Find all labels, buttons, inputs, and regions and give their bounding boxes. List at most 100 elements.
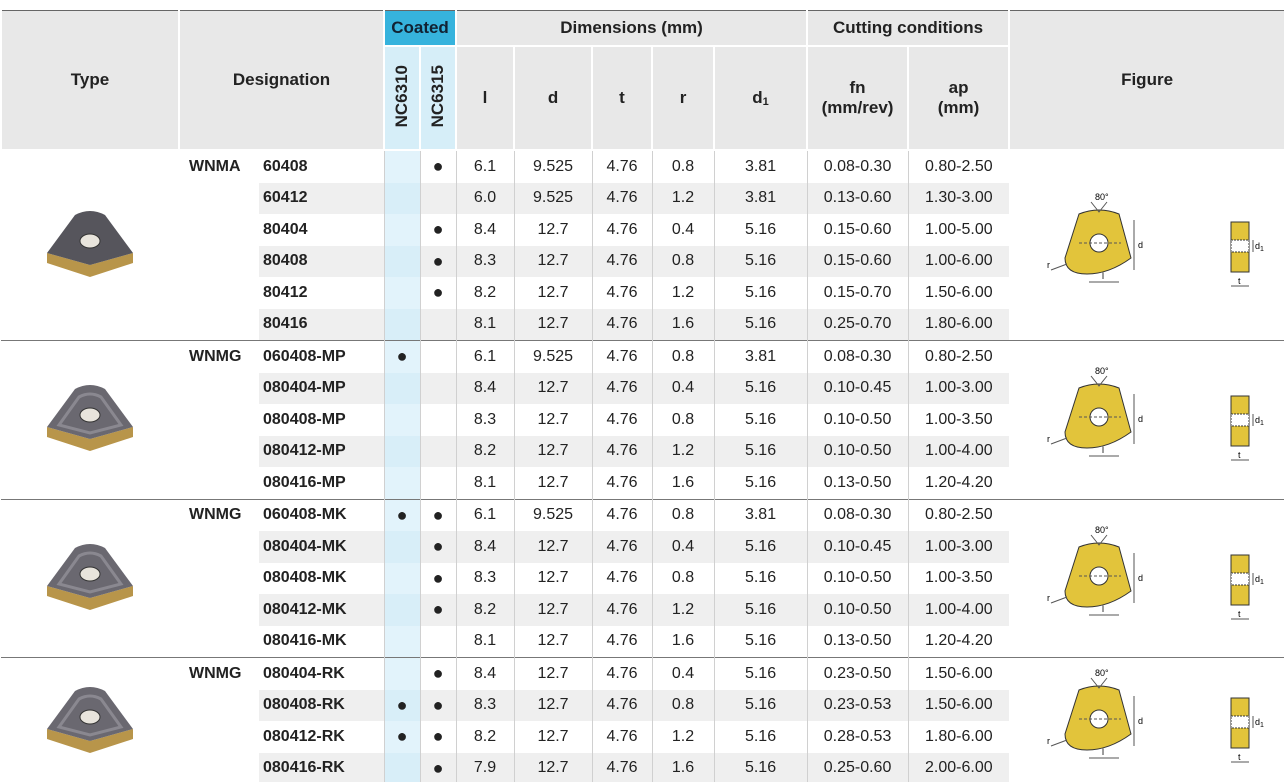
value-cell: 12.7 [513,752,593,782]
d-label: d [1138,716,1143,726]
grade-cell: ● [419,277,457,309]
l-label: l [1102,271,1104,281]
value-cell: 4.76 [591,594,653,626]
grade-cell: ● [383,689,421,721]
value-cell: 0.8 [651,562,715,594]
value-cell: 1.50-6.00 [907,277,1010,309]
data-row: WNMG 060408-MK ● ● 6.1 9.525 4.76 0.8 3.81 0.08-0… [1,498,1284,658]
grade-header: NC6310 [383,45,422,151]
designation-header: Designation [177,10,386,151]
label-main: d [1255,574,1260,584]
designation-cell: 080412-MP [259,435,385,467]
t-label: t [1238,276,1241,286]
value-cell: 8.2 [455,277,515,309]
value-cell: 4.76 [591,721,653,753]
t-label: t [1238,450,1241,460]
value-cell: 4.76 [591,277,653,309]
angle-lines [1090,534,1108,546]
d1-label: d1 [1255,717,1264,729]
label-main: d [1255,241,1260,251]
value-cell: 0.10-0.45 [806,531,909,563]
prefix-cell [179,721,259,753]
grade-cell [419,182,457,214]
value-cell: 1.80-6.00 [907,721,1010,753]
d-label: d [1138,240,1143,250]
value-cell: 1.00-3.50 [907,562,1010,594]
l-label: l [1102,747,1104,757]
value-cell: 8.3 [455,689,515,721]
designation-cell: 080412-MK [259,594,385,626]
r-leader [1050,437,1068,445]
value-cell: 0.8 [651,245,715,277]
value-cell: 1.6 [651,752,715,782]
grade-cell [419,308,457,341]
data-row: WNMA 60408 ● 6.1 9.525 4.76 0.8 3.81 0.08-0.30 0.… [1,149,1284,341]
value-cell: 1.00-3.00 [907,531,1010,563]
data-row: WNMG 080404-RK ● 8.4 12.7 4.76 0.4 5.16 0.23-0.5… [1,657,1284,782]
value-cell: 8.2 [455,435,515,467]
value-cell: 1.50-6.00 [907,689,1010,721]
value-cell: 0.80-2.50 [907,340,1010,373]
value-cell: 6.1 [455,498,515,531]
grade-cell [419,340,457,373]
grade-cell: ● [419,594,457,626]
value-cell: 3.81 [713,149,808,183]
value-cell: 3.81 [713,498,808,531]
l-label: l [1102,445,1104,455]
grade-cell [383,245,421,277]
angle-label: 80° [1095,668,1109,678]
coated-header: Coated [383,10,458,47]
d-label: d [1138,573,1143,583]
value-cell: 8.1 [455,625,515,658]
value-cell: 6.1 [455,340,515,373]
value-cell: 0.8 [651,689,715,721]
label-main: d [1255,415,1260,425]
grade-cell: ● [419,721,457,753]
label-sub: 1 [1260,420,1264,427]
value-cell: 8.2 [455,721,515,753]
value-cell: 12.7 [513,435,593,467]
value-cell: 12.7 [513,531,593,563]
value-cell: 5.16 [713,594,808,626]
label-sub: 1 [1260,579,1264,586]
value-cell: 3.81 [713,182,808,214]
r-leader [1050,596,1068,604]
label-main: d [752,87,763,107]
value-cell: 0.8 [651,498,715,531]
value-cell: 4.76 [591,467,653,499]
prefix-cell [179,246,259,278]
value-cell: 8.3 [455,562,515,594]
side-hole [1230,413,1250,427]
value-cell: 8.3 [455,404,515,436]
value-cell: 0.08-0.30 [806,498,909,531]
value-cell: 0.08-0.30 [806,340,909,373]
value-cell: 8.4 [455,531,515,563]
side-hole [1230,572,1250,586]
grade-cell: ● [419,657,457,690]
value-cell: 0.13-0.50 [806,467,909,499]
r-label: r [1047,434,1050,444]
d1-label: d1 [1255,574,1264,586]
condition-header: fn (mm/rev) [806,45,910,151]
dimension-header: r [651,45,716,151]
value-cell: 4.76 [591,308,653,341]
designation-cell: 060408-MK [259,498,385,531]
value-cell: 0.15-0.60 [806,214,909,246]
value-cell: 4.76 [591,340,653,373]
designation-cell: 60412 [259,182,385,214]
value-cell: 0.10-0.50 [806,404,909,436]
t-label: t [1238,609,1241,619]
prefix-cell [179,531,259,563]
label-sub: 1 [1260,722,1264,729]
value-cell: 1.2 [651,277,715,309]
data-row: 080408-MP 8.3 12.7 4.76 0.8 5.16 0.10-0.50 1.00… [1,404,1284,436]
prefix-cell [179,373,259,405]
grade-cell [419,372,457,404]
grade-cell: ● [419,689,457,721]
value-cell: 6.1 [455,149,515,183]
value-cell: 0.23-0.53 [806,689,909,721]
value-cell: 1.00-4.00 [907,435,1010,467]
value-cell: 5.16 [713,752,808,782]
